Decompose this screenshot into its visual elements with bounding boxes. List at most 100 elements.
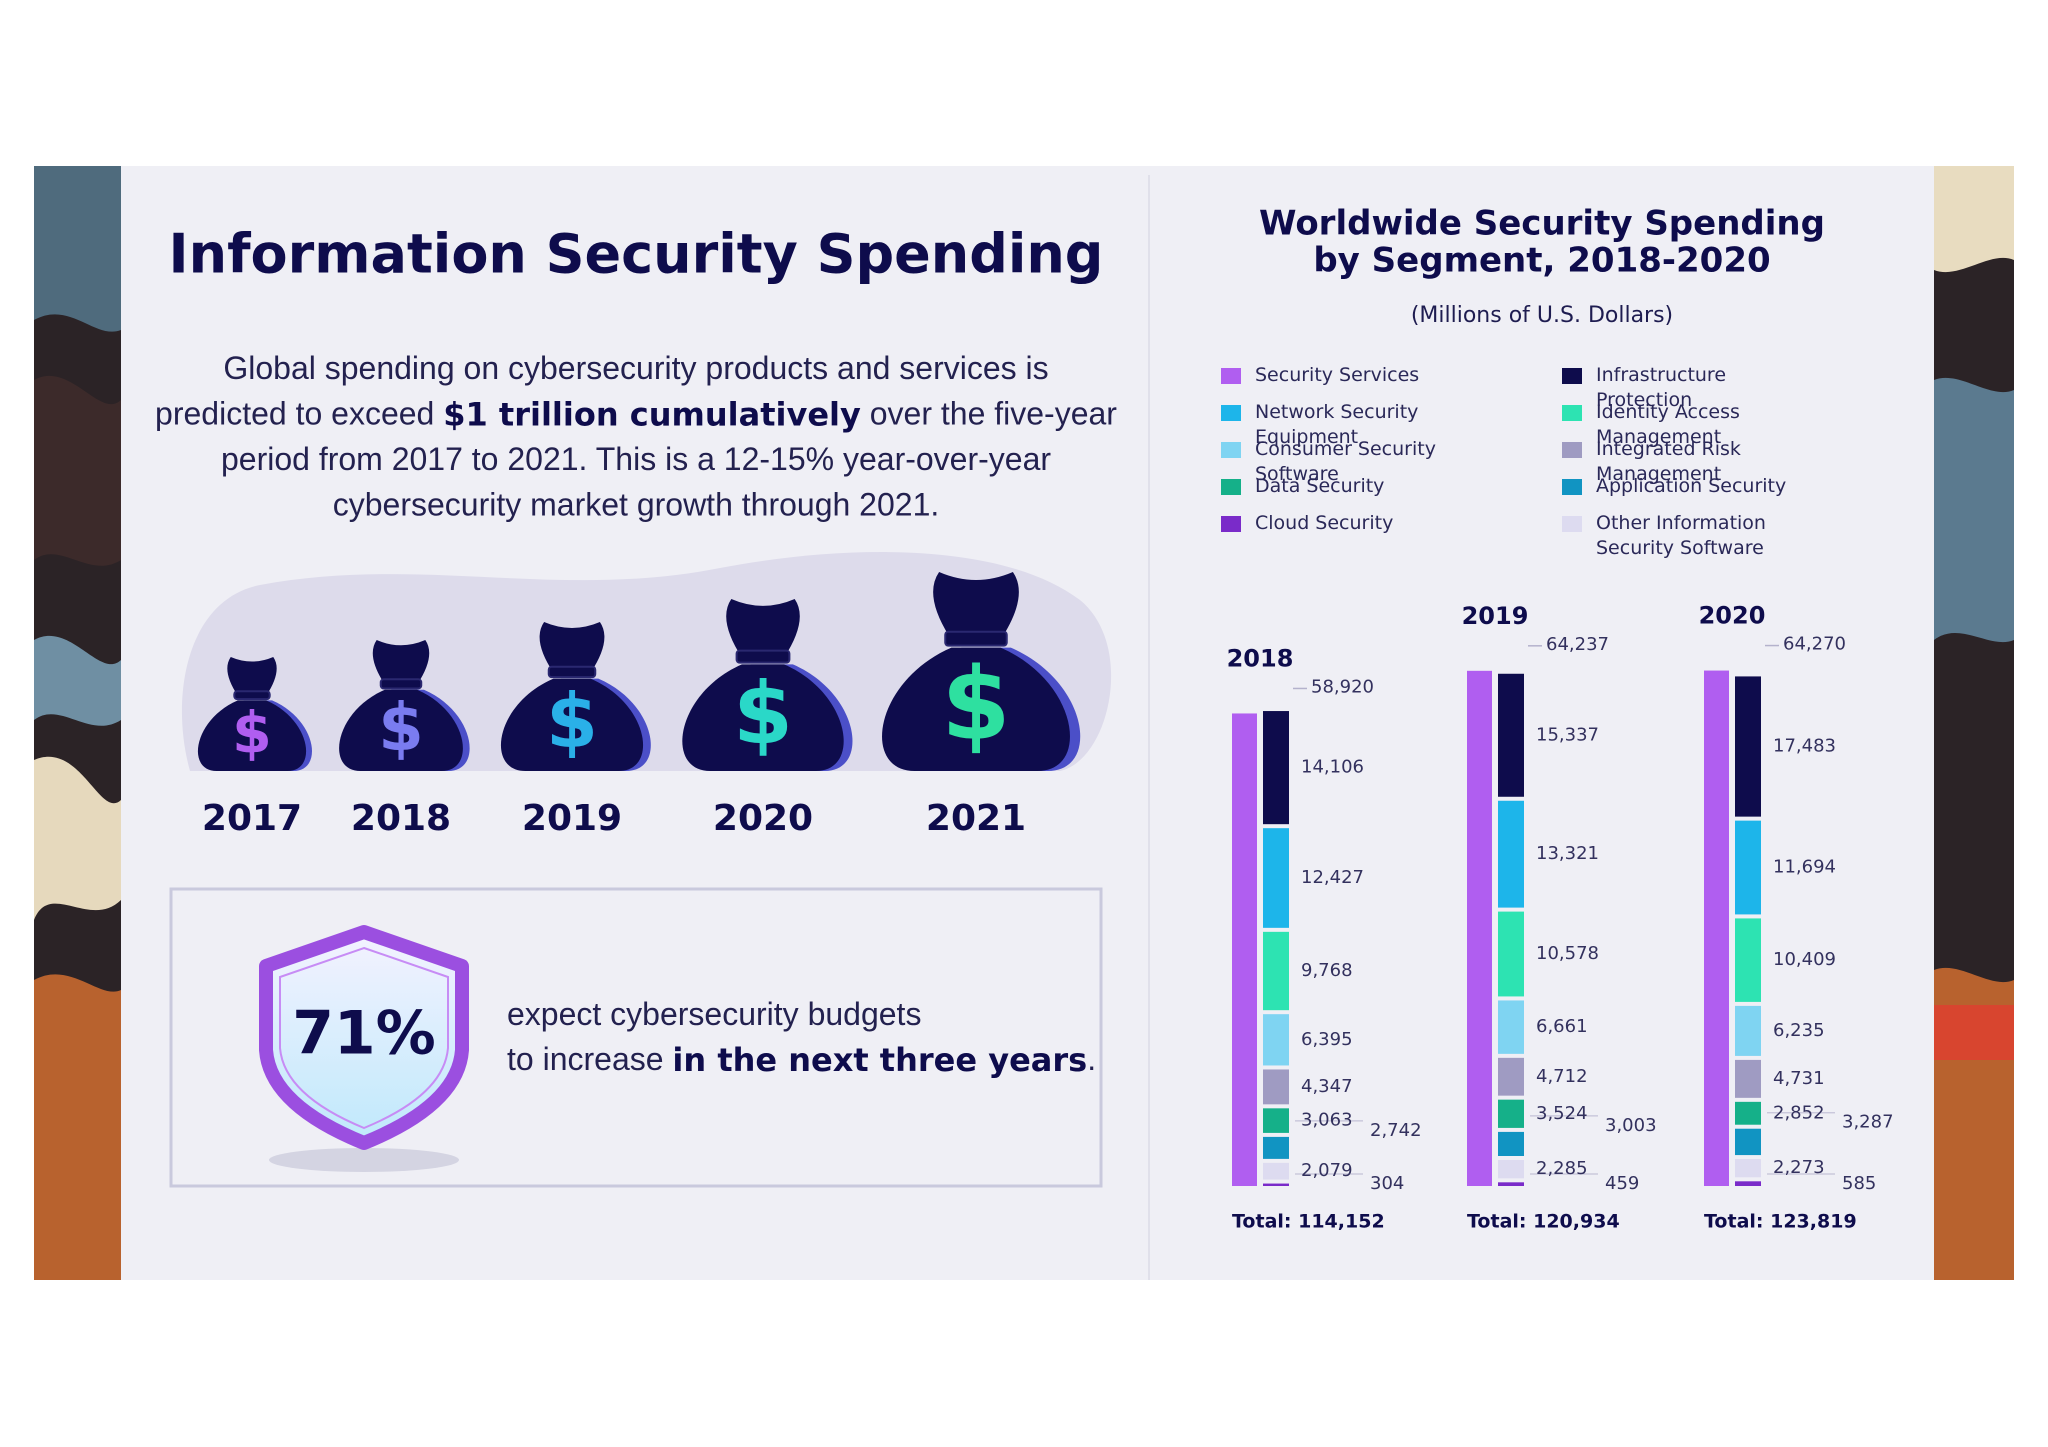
value-label: 6,661 xyxy=(1536,1016,1588,1037)
bar-segment xyxy=(1498,1099,1524,1128)
stat-line: to increase in the next three years. xyxy=(507,1041,1096,1079)
bag-year: 2018 xyxy=(351,798,451,839)
stat-segment: in the next three years xyxy=(672,1041,1087,1079)
bag-year: 2021 xyxy=(926,798,1026,839)
bar-segment xyxy=(1735,820,1761,915)
paragraph-line-segment: cybersecurity market growth through 2021… xyxy=(333,487,940,523)
value-label: 12,427 xyxy=(1301,867,1364,888)
bar-segment xyxy=(1498,1159,1524,1179)
legend-label: Security Services xyxy=(1255,364,1420,386)
total-label: Total: 114,152 xyxy=(1232,1211,1385,1233)
legend-swatch xyxy=(1221,405,1241,421)
bag-year: 2017 xyxy=(202,798,302,839)
bag-top xyxy=(227,657,277,696)
legend-label: Integrated Risk Management xyxy=(1596,438,1741,485)
legend-label: Network Security Equipment xyxy=(1255,401,1419,448)
bar-segment xyxy=(1263,1183,1289,1186)
category-label: 2020 xyxy=(1699,602,1766,630)
bag-body xyxy=(500,678,644,771)
legend-swatch xyxy=(1562,405,1582,421)
value-label: 585 xyxy=(1842,1173,1876,1194)
bar-segment xyxy=(1735,676,1761,817)
bar-segment xyxy=(1498,1131,1524,1156)
bar-segment xyxy=(1735,1128,1761,1156)
bag-year: 2019 xyxy=(522,798,622,839)
bar-segment xyxy=(1498,1182,1524,1186)
bar-segment xyxy=(1263,1162,1289,1180)
bag-body xyxy=(197,700,307,771)
paragraph-line-segment: predicted to exceed xyxy=(155,396,443,432)
bag-symbol: $ xyxy=(232,700,272,766)
value-label: 64,237 xyxy=(1546,634,1609,655)
value-label: 2,285 xyxy=(1536,1158,1588,1179)
value-label: 4,347 xyxy=(1301,1076,1353,1097)
bar-segment xyxy=(1735,1159,1761,1178)
legend-label: Application Security xyxy=(1596,475,1787,497)
bag-tie xyxy=(379,678,423,690)
bar-segment xyxy=(1735,1181,1761,1186)
bag-tie xyxy=(547,665,597,679)
category-label: 2019 xyxy=(1462,602,1529,630)
bag-tie xyxy=(233,690,271,701)
bag-top xyxy=(933,572,1019,640)
legend-label: Other Information Security Software xyxy=(1596,512,1766,559)
bag-top xyxy=(539,622,605,673)
chart-title: by Segment, 2018-2020 xyxy=(1313,241,1770,281)
value-label: 17,483 xyxy=(1773,736,1836,757)
shield xyxy=(259,925,469,1150)
shield-inner xyxy=(279,946,449,1130)
bag-body xyxy=(682,664,844,771)
stat-segment: to increase xyxy=(507,1041,672,1077)
legend-swatch xyxy=(1562,368,1582,384)
bag-symbol: $ xyxy=(378,690,424,766)
legend-swatch xyxy=(1562,516,1582,532)
bar xyxy=(1232,713,1257,1186)
value-label: 14,106 xyxy=(1301,757,1364,778)
value-label: 304 xyxy=(1370,1173,1404,1194)
bar-segment xyxy=(1735,1059,1761,1098)
bar xyxy=(1467,670,1492,1186)
value-label: 15,337 xyxy=(1536,724,1599,745)
value-label: 4,712 xyxy=(1536,1066,1588,1087)
value-label: 3,063 xyxy=(1301,1110,1353,1131)
legend-label: Identity Access Management xyxy=(1596,401,1740,448)
chart-title: Worldwide Security Spending xyxy=(1259,204,1825,244)
left-title: Information Security Spending xyxy=(169,223,1104,286)
bar-segment xyxy=(1735,1005,1761,1056)
bar-segment xyxy=(1498,911,1524,997)
bag-year: 2020 xyxy=(713,798,813,839)
bar-segment xyxy=(1263,711,1289,825)
value-label: 64,270 xyxy=(1783,634,1846,655)
value-label: 459 xyxy=(1605,1173,1639,1194)
legend-swatch xyxy=(1221,479,1241,495)
value-label: 2,079 xyxy=(1301,1160,1353,1181)
value-label: 2,742 xyxy=(1370,1120,1422,1141)
bar-segment xyxy=(1735,918,1761,1002)
total-label: Total: 120,934 xyxy=(1467,1211,1620,1233)
bar-segment xyxy=(1735,1101,1761,1125)
value-label: 6,235 xyxy=(1773,1020,1825,1041)
value-label: 13,321 xyxy=(1536,843,1599,864)
bar-segment xyxy=(1263,828,1289,928)
stat-segment: . xyxy=(1087,1041,1096,1077)
value-label: 2,852 xyxy=(1773,1102,1825,1123)
value-label: 6,395 xyxy=(1301,1029,1353,1050)
right-decoration xyxy=(1934,166,2014,1280)
legend-label: Cloud Security xyxy=(1255,512,1394,534)
bar-segment xyxy=(1498,1057,1524,1096)
paragraph-line: Global spending on cybersecurity product… xyxy=(223,350,1048,386)
value-label: 11,694 xyxy=(1773,857,1836,878)
bag-tie xyxy=(944,630,1008,647)
value-label: 4,731 xyxy=(1773,1068,1825,1089)
bar xyxy=(1704,670,1729,1186)
bag-tie xyxy=(735,649,791,664)
bag-body xyxy=(882,647,1070,771)
value-label: 3,287 xyxy=(1842,1112,1894,1133)
bar-segment xyxy=(1498,673,1524,797)
shield-shadow xyxy=(269,1148,459,1172)
paragraph-line-segment: $1 trillion cumulatively xyxy=(443,396,861,434)
value-label: 10,578 xyxy=(1536,943,1599,964)
value-label: 3,524 xyxy=(1536,1103,1588,1124)
